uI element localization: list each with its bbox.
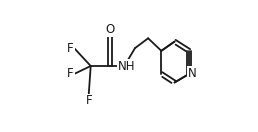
Text: F: F [67, 42, 74, 55]
Text: NH: NH [118, 60, 135, 72]
Text: F: F [85, 95, 92, 107]
Text: F: F [67, 67, 74, 80]
Text: N: N [188, 67, 197, 80]
Text: O: O [105, 23, 115, 36]
